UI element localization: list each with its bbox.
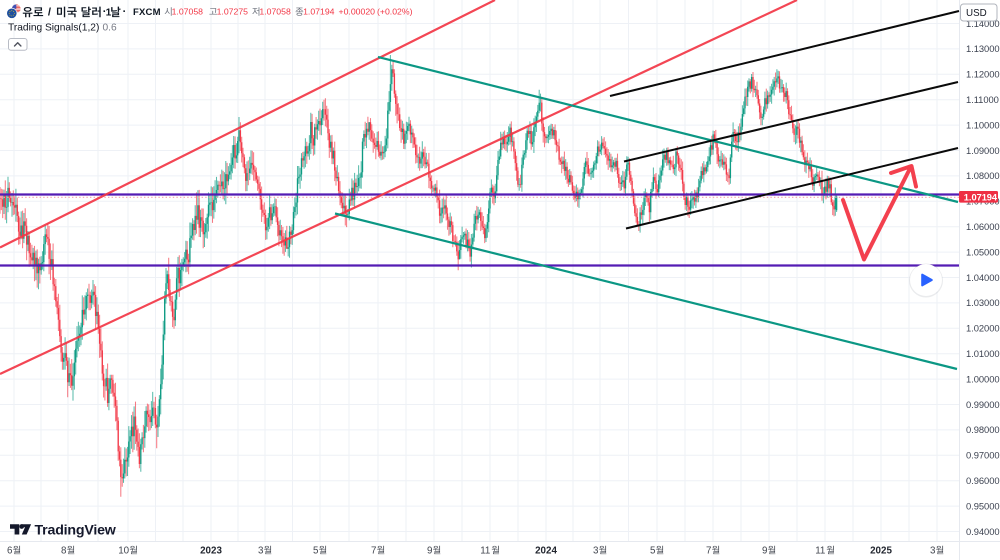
svg-text:1.07058: 1.07058	[259, 6, 291, 16]
svg-text:1.02000: 1.02000	[966, 323, 1000, 334]
svg-text:1.01000: 1.01000	[966, 348, 1000, 359]
svg-text:1.10000: 1.10000	[966, 119, 1000, 130]
svg-text:5: 5	[650, 546, 656, 557]
svg-text:5: 5	[313, 546, 319, 557]
svg-text:9: 9	[427, 546, 432, 557]
svg-text:1.00000: 1.00000	[966, 373, 1000, 384]
svg-text:·: ·	[103, 6, 107, 18]
svg-text:/: /	[48, 7, 52, 19]
svg-text:2024: 2024	[535, 546, 557, 557]
svg-text:FXCM: FXCM	[133, 7, 161, 18]
svg-text:2023: 2023	[200, 546, 222, 557]
svg-text:(+0.02%): (+0.02%)	[377, 6, 413, 16]
svg-text:7: 7	[371, 546, 376, 557]
svg-text:1.07275: 1.07275	[217, 6, 249, 16]
svg-text:11: 11	[815, 546, 825, 557]
svg-text:1.13000: 1.13000	[966, 43, 1000, 54]
svg-text:3: 3	[258, 546, 264, 557]
svg-text:1.09000: 1.09000	[966, 145, 1000, 156]
svg-text:2025: 2025	[870, 546, 892, 557]
svg-text:7: 7	[706, 546, 711, 557]
svg-text:0.98000: 0.98000	[966, 424, 1000, 435]
svg-text:1.03000: 1.03000	[966, 297, 1000, 308]
svg-text:1.05000: 1.05000	[966, 246, 1000, 257]
svg-text:Trading Signals(1,2): Trading Signals(1,2)	[8, 23, 99, 34]
svg-text:8: 8	[61, 546, 67, 557]
svg-text:11: 11	[480, 546, 490, 557]
svg-text:+0.00020: +0.00020	[339, 6, 376, 16]
svg-text:1.07058: 1.07058	[172, 6, 204, 16]
svg-text:1.07194: 1.07194	[303, 6, 335, 16]
svg-text:1.14000: 1.14000	[966, 18, 1000, 29]
svg-text:10: 10	[118, 546, 129, 557]
svg-text:6: 6	[7, 546, 13, 557]
svg-text:TradingView: TradingView	[35, 522, 117, 538]
svg-text:0.97000: 0.97000	[966, 450, 1000, 461]
svg-text:·: ·	[123, 6, 127, 18]
svg-text:1.04000: 1.04000	[966, 272, 1000, 283]
svg-text:1.08000: 1.08000	[966, 170, 1000, 181]
svg-text:USD: USD	[966, 8, 987, 19]
svg-text:1.07194: 1.07194	[964, 192, 998, 202]
svg-text:0.94000: 0.94000	[966, 526, 1000, 537]
svg-text:3: 3	[930, 546, 936, 557]
svg-text:0.99000: 0.99000	[966, 399, 1000, 410]
svg-text:1: 1	[106, 7, 112, 18]
svg-text:0.6: 0.6	[103, 23, 117, 34]
svg-text:9: 9	[762, 546, 767, 557]
svg-text:1.06000: 1.06000	[966, 221, 1000, 232]
svg-text:3: 3	[593, 546, 599, 557]
svg-text:1.12000: 1.12000	[966, 69, 1000, 80]
svg-text:0.95000: 0.95000	[966, 500, 1000, 511]
svg-text:1.11000: 1.11000	[966, 94, 999, 105]
svg-text:0.96000: 0.96000	[966, 475, 1000, 486]
